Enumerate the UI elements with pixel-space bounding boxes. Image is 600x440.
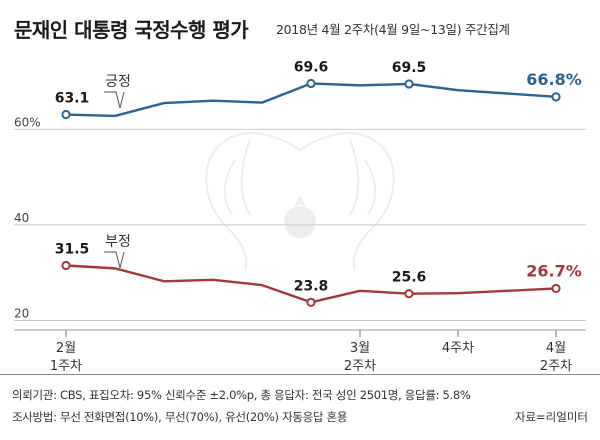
y-tick-label: 40: [14, 211, 29, 225]
survey-method-note: 조사방법: 무선 전화면접(10%), 무선(70%), 유선(20%) 자동응…: [12, 410, 348, 424]
x-tick-label: 4월: [546, 341, 566, 356]
data-point-marker: [404, 79, 414, 89]
data-label: 23.8: [294, 278, 329, 294]
chart-title: 문재인 대통령 국정수행 평가: [14, 18, 249, 42]
data-label: 25.6: [392, 270, 427, 286]
x-tick-label: 1주차: [50, 359, 82, 374]
data-point-marker: [306, 78, 316, 89]
series-callout-pointer: [104, 251, 125, 269]
series-name-label: 긍정: [105, 74, 131, 90]
series-line-positive: [65, 82, 557, 118]
data-label: 69.6: [294, 59, 329, 75]
data-point-marker: [306, 297, 316, 307]
data-point-marker: [551, 92, 561, 102]
y-tick-label: 60%: [14, 115, 41, 129]
data-label: 63.1: [55, 91, 90, 107]
presidential-seal-watermark-icon: [205, 132, 395, 271]
chart-subtitle: 2018년 4월 2주차(4월 9일~13일) 주간집계: [276, 22, 510, 37]
y-tick-label: 20: [14, 306, 29, 320]
x-tick-label: 2주차: [540, 359, 572, 374]
series-line-negative: [65, 264, 557, 304]
data-label: 31.5: [55, 242, 90, 258]
footer-divider: [0, 374, 600, 375]
chart-header: 문재인 대통령 국정수행 평가 2018년 4월 2주차(4월 9일~13일) …: [14, 10, 590, 44]
series-callout-pointer: [104, 91, 125, 109]
data-point-marker: [61, 260, 71, 271]
data-label: 26.7%: [526, 261, 582, 280]
data-label: 66.8%: [526, 70, 582, 89]
x-tick-label: 4주차: [442, 341, 474, 356]
chart-footer: 의뢰기관: CBS, 표집오차: 95% 신뢰수준 ±2.0%p, 총 응답자:…: [0, 374, 600, 440]
data-point-marker: [404, 289, 414, 299]
survey-info-note: 의뢰기관: CBS, 표집오차: 95% 신뢰수준 ±2.0%p, 총 응답자:…: [12, 388, 471, 402]
x-tick-label: 2주차: [344, 359, 376, 374]
source-credit: 자료=리얼미터: [514, 410, 588, 424]
x-tick-label: 3월: [350, 341, 370, 356]
x-tick-label: 2월: [56, 341, 76, 356]
data-point-marker: [551, 283, 561, 294]
approval-line-chart: 60% 40 20 2월 1주차 3월 2주차 4주차 4월 2주차 63.1 69.6 69.5 66.…: [14, 59, 586, 374]
series-name-label: 부정: [105, 234, 131, 250]
data-label: 69.5: [392, 60, 427, 76]
data-point-marker: [61, 109, 71, 120]
